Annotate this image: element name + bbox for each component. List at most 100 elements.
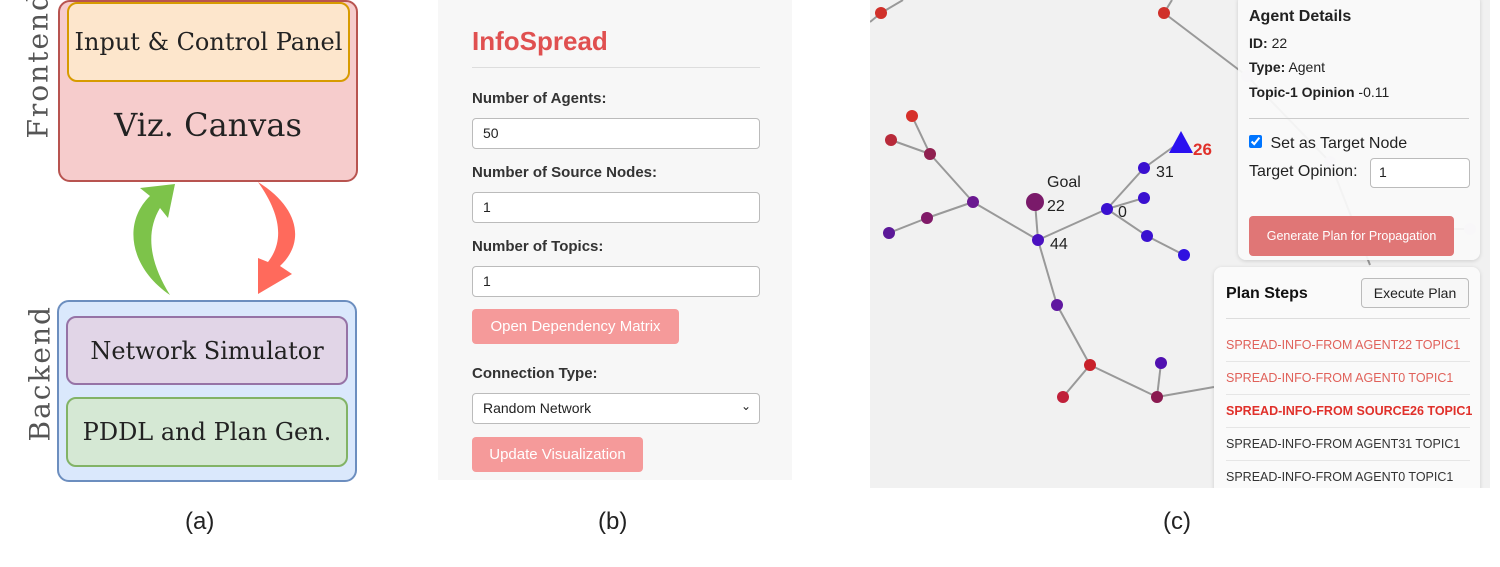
frontend-label: Frontend xyxy=(21,0,55,139)
network-node[interactable] xyxy=(1057,391,1069,403)
network-edge xyxy=(1056,304,1091,366)
chevron-down-icon: ⌄ xyxy=(740,399,751,413)
topics-label: Number of Topics: xyxy=(472,238,604,255)
plan-step: SPREAD-INFO-FROM SOURCE26 TOPIC1 xyxy=(1226,395,1472,428)
plan-step: SPREAD-INFO-FROM AGENT0 TOPIC1 xyxy=(1226,461,1470,488)
caption-b: (b) xyxy=(598,508,628,535)
network-edge xyxy=(1106,167,1145,210)
target-opinion-label: Target Opinion: xyxy=(1249,163,1358,180)
open-dependency-matrix-button[interactable]: Open Dependency Matrix xyxy=(472,309,679,344)
caption-c: (c) xyxy=(1163,508,1191,535)
network-edge xyxy=(1037,208,1108,241)
network-node[interactable] xyxy=(1138,162,1150,174)
data-flow-arrows xyxy=(133,182,296,295)
down-arrow-icon xyxy=(258,182,296,294)
network-edge xyxy=(972,201,1039,241)
network-node[interactable] xyxy=(967,196,979,208)
title-divider xyxy=(472,67,760,68)
network-node[interactable] xyxy=(1032,234,1044,246)
target-node-label: Set as Target Node xyxy=(1270,135,1408,152)
network-edge xyxy=(911,115,931,155)
network-edge xyxy=(929,153,974,203)
network-node[interactable] xyxy=(883,227,895,239)
pddl-plan-gen-box: PDDL and Plan Gen. xyxy=(66,397,348,467)
network-node[interactable] xyxy=(1084,359,1096,371)
network-edge xyxy=(1156,386,1215,398)
goal-node[interactable] xyxy=(1026,193,1044,211)
network-node[interactable] xyxy=(1155,357,1167,369)
network-edge xyxy=(1163,12,1248,77)
node-label-31: 31 xyxy=(1156,164,1174,181)
network-edge xyxy=(1146,235,1185,256)
network-node[interactable] xyxy=(1151,391,1163,403)
agent-id: ID: 22 xyxy=(1249,35,1287,51)
topics-input[interactable]: 1 xyxy=(472,266,760,297)
generate-plan-button[interactable]: Generate Plan for Propagation xyxy=(1249,216,1454,256)
update-visualization-button[interactable]: Update Visualization xyxy=(472,437,643,472)
plan-step: SPREAD-INFO-FROM AGENT31 TOPIC1 xyxy=(1226,428,1470,461)
network-node[interactable] xyxy=(1051,299,1063,311)
network-node[interactable] xyxy=(1138,192,1150,204)
viz-canvas-label: Viz. Canvas xyxy=(114,106,302,144)
network-node[interactable] xyxy=(906,110,918,122)
plan-step: SPREAD-INFO-FROM AGENT22 TOPIC1 xyxy=(1226,329,1470,362)
agents-input[interactable]: 50 xyxy=(472,118,760,149)
id-label: ID: xyxy=(1249,35,1268,51)
node-label-26: 26 xyxy=(1193,140,1212,159)
network-edge xyxy=(1106,208,1148,237)
network-edge xyxy=(1089,364,1158,398)
network-node[interactable] xyxy=(1101,203,1113,215)
plan-step: SPREAD-INFO-FROM AGENT0 TOPIC1 xyxy=(1226,362,1470,395)
network-edge xyxy=(1106,197,1145,210)
sources-label: Number of Source Nodes: xyxy=(472,164,658,181)
agents-label: Number of Agents: xyxy=(472,90,607,107)
target-opinion-input[interactable]: 1 xyxy=(1370,158,1470,188)
network-node[interactable] xyxy=(1178,249,1190,261)
plan-steps-list: SPREAD-INFO-FROM AGENT22 TOPIC1 SPREAD-IN… xyxy=(1226,329,1472,488)
id-value: 22 xyxy=(1271,35,1288,51)
network-edge xyxy=(1037,239,1058,306)
connection-type-label: Connection Type: xyxy=(472,365,598,382)
type-value: Agent xyxy=(1288,59,1326,75)
app-title: InfoSpread xyxy=(472,26,608,56)
plan-divider xyxy=(1226,318,1470,319)
plan-steps-panel: Plan Steps Execute Plan SPREAD-INFO-FROM… xyxy=(1214,267,1480,488)
plan-steps-title: Plan Steps xyxy=(1226,285,1308,302)
type-label: Type: xyxy=(1249,59,1286,75)
network-node[interactable] xyxy=(924,148,936,160)
node-label-44: 44 xyxy=(1050,236,1068,253)
source-node-triangle[interactable] xyxy=(1169,131,1193,153)
node-label-22: 22 xyxy=(1047,198,1065,215)
network-edge xyxy=(926,201,974,219)
target-node-checkbox-row[interactable]: Set as Target Node xyxy=(1249,135,1407,153)
target-node-checkbox[interactable] xyxy=(1249,135,1262,148)
network-simulator-box: Network Simulator xyxy=(66,316,348,385)
network-node[interactable] xyxy=(1141,230,1153,242)
network-edge xyxy=(890,139,931,155)
network-node[interactable] xyxy=(1158,7,1170,19)
opinion-value: -0.11 xyxy=(1358,84,1390,100)
network-edge xyxy=(1062,364,1091,398)
network-node[interactable] xyxy=(885,134,897,146)
sources-input[interactable]: 1 xyxy=(472,192,760,223)
connection-type-value: Random Network xyxy=(483,400,592,416)
goal-label: Goal xyxy=(1047,174,1081,191)
opinion-label: Topic-1 Opinion xyxy=(1249,84,1355,100)
node-label-0: 0 xyxy=(1118,204,1127,221)
input-control-panel-box: Input & Control Panel xyxy=(67,2,350,82)
agent-type: Type: Agent xyxy=(1249,59,1325,75)
panel-b-control-panel: InfoSpread Number of Agents: 50 Number o… xyxy=(438,0,792,480)
agent-details-title: Agent Details xyxy=(1249,8,1352,25)
panel-c-network-canvas[interactable]: Goal 22 44 0 31 26 Agent Details ID: 22 … xyxy=(870,0,1490,488)
backend-label: Backend xyxy=(23,305,57,442)
execute-plan-button[interactable]: Execute Plan xyxy=(1361,278,1469,308)
caption-a: (a) xyxy=(185,508,215,535)
details-divider xyxy=(1249,118,1469,119)
network-node[interactable] xyxy=(875,7,887,19)
network-node[interactable] xyxy=(921,212,933,224)
up-arrow-icon xyxy=(133,184,175,295)
agent-details-panel: Agent Details ID: 22 Type: Agent Topic-1… xyxy=(1238,0,1480,260)
network-edge xyxy=(888,217,928,234)
agent-opinion: Topic-1 Opinion -0.11 xyxy=(1249,84,1389,100)
connection-type-select[interactable]: Random Network ⌄ xyxy=(472,393,760,424)
